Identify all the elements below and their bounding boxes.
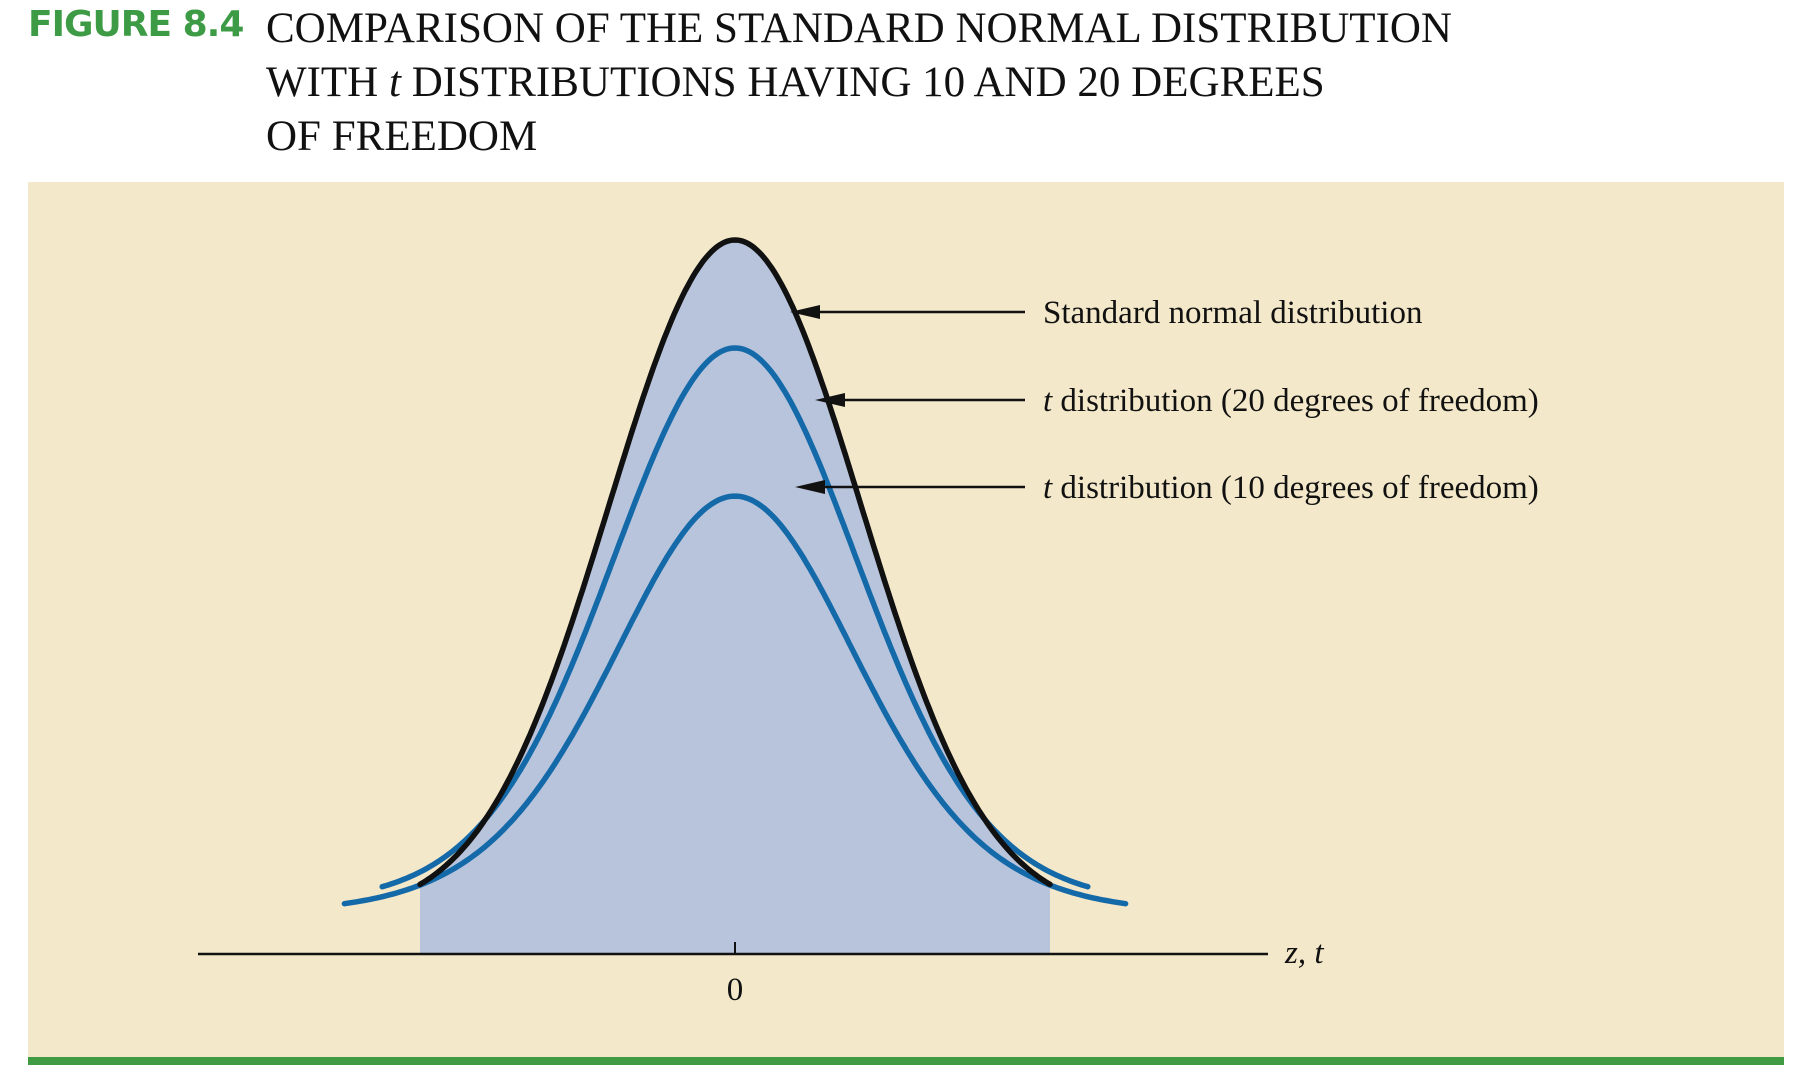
normal-area-fill xyxy=(420,240,1050,954)
callout-arrowhead-t10 xyxy=(795,480,825,494)
series-line-t10 xyxy=(341,493,1129,907)
bottom-rule xyxy=(28,1057,1784,1065)
title-line-1: COMPARISON OF THE STANDARD NORMAL DISTRI… xyxy=(266,5,1452,52)
series-line-normal xyxy=(417,237,1053,888)
callout-arrowhead-t20 xyxy=(815,393,845,407)
figure-label: FIGURE 8.4 xyxy=(28,4,244,45)
series-label-normal: Standard normal distribution xyxy=(1043,295,1422,331)
callout-arrowhead-normal xyxy=(790,305,820,319)
figure-title: COMPARISON OF THE STANDARD NORMAL DISTRI… xyxy=(266,2,1452,164)
series-label-t20: t distribution (20 degrees of freedom) xyxy=(1043,383,1539,419)
series-label-t10: t distribution (10 degrees of freedom) xyxy=(1043,470,1539,506)
title-line-2: WITH t DISTRIBUTIONS HAVING 10 AND 20 DE… xyxy=(266,59,1325,106)
x-tick-label-0: 0 xyxy=(727,972,744,1008)
x-axis-label: z, t xyxy=(1284,935,1324,971)
title-line-3: OF FREEDOM xyxy=(266,113,538,160)
